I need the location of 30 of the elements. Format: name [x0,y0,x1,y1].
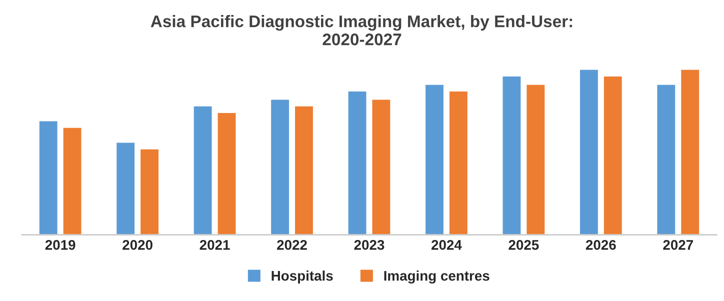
bar [656,83,677,235]
bar [448,90,469,235]
bar [62,126,83,235]
bar [370,98,392,235]
bar [38,120,59,235]
x-tick-label: 2026 [586,240,616,250]
bar [501,75,522,235]
x-tick-label: 2025 [508,240,539,250]
legend-label: Hospitals [272,270,333,284]
x-tick-label: 2020 [122,240,152,250]
x-tick-label: 2023 [354,240,384,250]
bar [216,112,238,235]
bar [602,75,624,235]
bar [346,90,368,235]
x-tick-label: 2027 [663,240,693,250]
bar [525,83,546,235]
bar [578,69,600,235]
x-tick-label: 2019 [45,240,76,250]
x-tick-label: 2021 [200,240,230,250]
bar [192,104,214,235]
bar [680,69,700,235]
bar [115,141,136,235]
x-tick-label: 2022 [277,240,307,250]
bar [270,98,290,235]
chart-title: Asia Pacific Diagnostic Imaging Market, by End-User: 2020-2027 [150,15,572,46]
bar [294,104,314,235]
bar [424,83,445,235]
legend-label: Imaging centres [384,270,490,284]
x-tick-label: 2024 [432,240,462,250]
bar [139,148,160,235]
